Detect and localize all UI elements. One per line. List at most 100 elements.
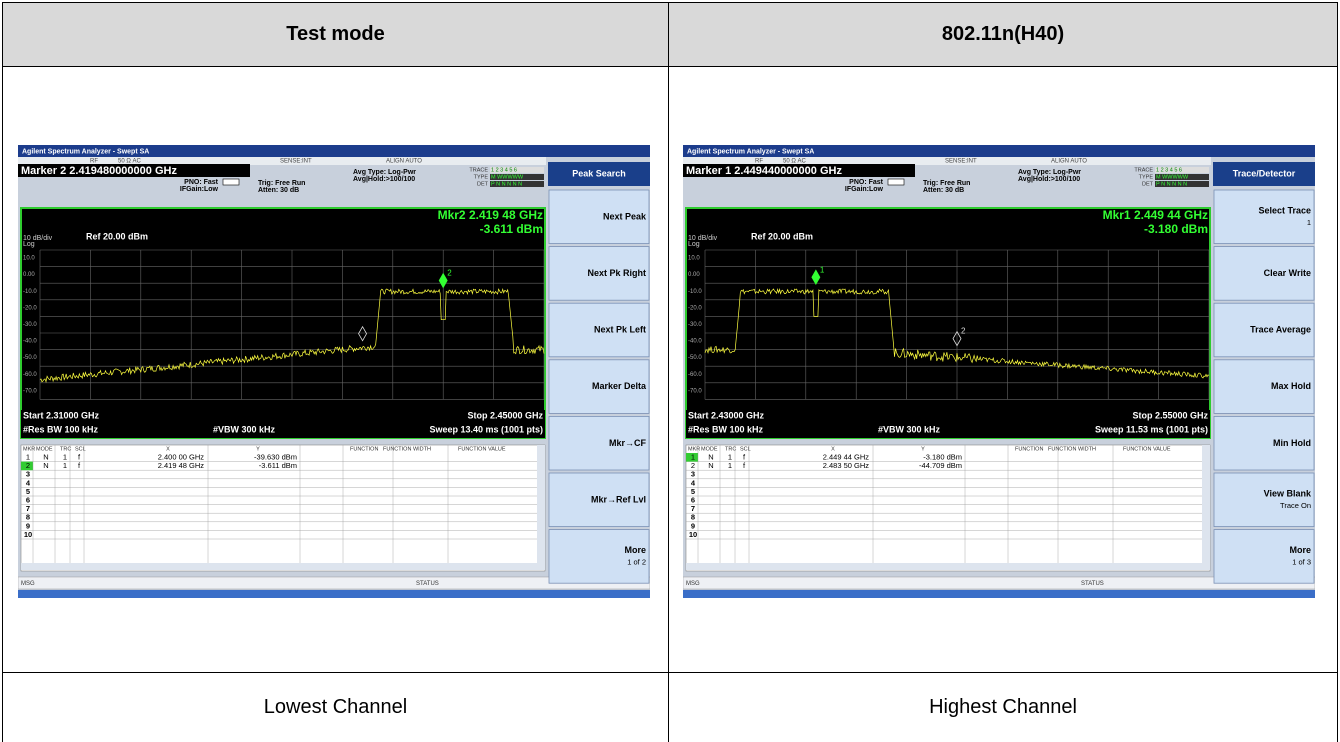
y-label: 0.00: [688, 272, 700, 278]
setting: Trig: Free Run: [923, 180, 970, 187]
status-label: STATUS: [1081, 581, 1104, 587]
status-item: RF: [755, 159, 763, 165]
status-item: ALIGN AUTO: [386, 159, 422, 165]
marker-level: -3.611 dBm: [480, 222, 543, 236]
app-title: Agilent Spectrum Analyzer - Swept SA: [22, 148, 149, 155]
y-label: -40.0: [688, 339, 702, 345]
softkey-sub: Trace On: [1280, 501, 1311, 510]
setting: Atten: 30 dB: [923, 187, 964, 194]
ref-level: Ref 20.00 dBm: [751, 231, 813, 241]
trace-row-flags: P N N N N N: [491, 181, 522, 187]
softkey-label: Min Hold: [1273, 438, 1311, 448]
trace-row-flags: P N N N N N: [1156, 181, 1187, 187]
pno-icon: [888, 179, 904, 185]
sweep: Sweep 13.40 ms (1001 pts): [429, 424, 543, 434]
softkey-label: More: [1289, 545, 1311, 555]
msg-label: MSG: [21, 581, 35, 587]
marker-level: -3.180 dBm: [1144, 222, 1208, 236]
y-label: 10.0: [688, 256, 700, 262]
footer-cell: Highest Channel: [668, 672, 1338, 742]
softkey[interactable]: [1214, 473, 1314, 527]
y-label: -40.0: [23, 339, 37, 345]
y-label: -10.0: [688, 289, 702, 295]
marker-cell: 1: [63, 461, 67, 470]
marker-readout: Marker 2 2.419480000000 GHz: [21, 165, 177, 177]
softkey-label: Clear Write: [1264, 268, 1311, 278]
marker-tag: 2: [961, 327, 966, 336]
y-label: -30.0: [688, 322, 702, 328]
status-item: SENSE:INT: [280, 159, 312, 165]
scrollbar: [686, 563, 1210, 570]
softkey-label: Mkr→Ref Lvl: [591, 494, 646, 504]
stop-freq: Stop 2.45000 GHz: [467, 410, 543, 420]
y-label: -20.0: [23, 305, 37, 311]
vbw: #VBW 300 kHz: [213, 424, 276, 434]
setting: IFGain:Low: [845, 186, 884, 193]
trace-row-label: TYPE: [474, 174, 489, 180]
status-item: ALIGN AUTO: [1051, 159, 1087, 165]
status-label: STATUS: [416, 581, 439, 587]
marker-frequency: Mkr1 2.449 44 GHz: [1103, 208, 1208, 222]
taskbar: [18, 590, 650, 598]
y-label: 0.00: [23, 272, 35, 278]
softkey[interactable]: [549, 530, 649, 584]
trace-row-label: DET: [1142, 181, 1154, 187]
setting: IFGain:Low: [180, 186, 219, 193]
graph-area: [21, 208, 545, 438]
column-header: FUNCTION: [350, 446, 378, 452]
softkey-label: Next Pk Left: [594, 325, 646, 335]
ref-level: Ref 20.00 dBm: [86, 231, 148, 241]
pno-icon: [223, 179, 239, 185]
header-cell: Test mode: [2, 2, 669, 67]
rbw: #Res BW 100 kHz: [688, 424, 764, 434]
status-item: RF: [90, 159, 98, 165]
vbw: #VBW 300 kHz: [878, 424, 941, 434]
softkey[interactable]: [1214, 190, 1314, 244]
y-label: 10.0: [23, 256, 35, 262]
column-header: FUNCTION: [1015, 446, 1043, 452]
marker-frequency: Mkr2 2.419 48 GHz: [438, 208, 543, 222]
setting: Avg Type: Log-Pwr: [1018, 169, 1081, 176]
trace-row-label: TYPE: [1139, 174, 1154, 180]
marker-readout: Marker 1 2.449440000000 GHz: [686, 165, 842, 177]
marker-tag: 2: [447, 269, 452, 278]
column-header: FUNCTION WIDTH: [383, 446, 431, 452]
log-label: Log: [23, 241, 35, 248]
start-freq: Start 2.43000 GHz: [688, 410, 765, 420]
graph-area: [686, 208, 1210, 438]
softkey-label: View Blank: [1264, 488, 1312, 498]
softkey-label: Mkr→CF: [609, 438, 647, 448]
softkey-label: Next Pk Right: [587, 268, 646, 278]
softkey-sub: 1: [1307, 218, 1311, 227]
softkey[interactable]: [1214, 530, 1314, 584]
y-label: -60.0: [688, 372, 702, 378]
y-label: -20.0: [688, 305, 702, 311]
log-label: Log: [688, 241, 700, 248]
trace-row-label: TRACE: [1134, 167, 1153, 173]
y-label: -60.0: [23, 372, 37, 378]
trace-row-flags: 1 2 3 4 5 6: [491, 167, 517, 173]
setting: Atten: 30 dB: [258, 187, 299, 194]
taskbar: [683, 590, 1315, 598]
marker-tag: 1: [820, 265, 825, 274]
scrollbar: [21, 563, 545, 570]
status-item: 50 Ω AC: [118, 159, 141, 165]
column-header: FUNCTION VALUE: [458, 446, 506, 452]
trace-row-flags: M WWWWW: [491, 174, 524, 180]
row-number: 10: [689, 530, 697, 539]
status-item: 50 Ω AC: [783, 159, 806, 165]
rbw: #Res BW 100 kHz: [23, 424, 99, 434]
trace-row-label: TRACE: [469, 167, 488, 173]
setting: Avg Type: Log-Pwr: [353, 169, 416, 176]
y-label: -70.0: [688, 388, 702, 394]
scrollbar: [537, 445, 545, 563]
softkey-label: More: [624, 545, 646, 555]
row-number: 10: [24, 530, 32, 539]
status-item: SENSE:INT: [945, 159, 977, 165]
marker-cell: -3.611 dBm: [259, 461, 297, 470]
y-label: -70.0: [23, 388, 37, 394]
header-cell: 802.11n(H40): [668, 2, 1338, 67]
softkey-label: Trace Average: [1250, 325, 1311, 335]
marker-cell: 1: [728, 461, 732, 470]
